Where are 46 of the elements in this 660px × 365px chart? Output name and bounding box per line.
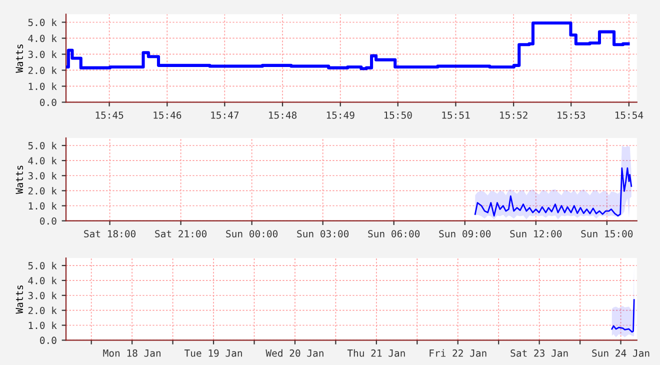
y-tick-label: 1.0 k bbox=[28, 202, 57, 210]
x-tick-label: Sat 23 Jan bbox=[510, 349, 568, 357]
x-tick-label: 15:47 bbox=[211, 112, 239, 119]
x-tick-label: Fri 22 Jan bbox=[430, 349, 486, 357]
y-tick-label: 3.0 k bbox=[28, 172, 57, 180]
x-tick-label: 15:54 bbox=[615, 112, 644, 119]
x-tick-label: 15:46 bbox=[154, 111, 182, 119]
x-tick-label: Mon 18 Jan bbox=[103, 349, 160, 357]
y-tick-label: 2.0 k bbox=[28, 187, 57, 195]
y-tick-label: 0.0 bbox=[40, 336, 56, 344]
x-tick-label: Sat 18:00 bbox=[84, 230, 136, 238]
y-tick-label: 3.0 k bbox=[28, 292, 57, 300]
y-axis-title: Watts bbox=[16, 285, 24, 314]
y-tick-label: 1.0 k bbox=[28, 82, 57, 90]
x-tick-label: Tue 19 Jan bbox=[184, 349, 242, 357]
y-tick-label: 3.0 k bbox=[28, 50, 57, 58]
x-tick-label: Sun 00:00 bbox=[226, 230, 278, 238]
y-tick-label: 5.0 k bbox=[28, 142, 57, 150]
x-tick-label: Sun 12:00 bbox=[510, 230, 562, 238]
x-tick-label: Sun 06:00 bbox=[368, 230, 420, 238]
x-tick-label: Sun 03:00 bbox=[297, 230, 349, 238]
y-tick-label: 0.0 bbox=[40, 217, 56, 225]
x-tick-label: Sun 24 Jan bbox=[592, 349, 650, 357]
y-tick-label: 2.0 k bbox=[28, 66, 57, 74]
y-tick-label: 4.0 k bbox=[28, 156, 57, 164]
x-tick-label: Sat 21:00 bbox=[155, 230, 207, 238]
y-axis-title: Watts bbox=[16, 166, 24, 194]
x-tick-label: 15:53 bbox=[558, 111, 585, 119]
y-tick-label: 2.0 k bbox=[28, 306, 57, 314]
x-tick-label: 15:48 bbox=[269, 111, 297, 119]
y-tick-label: 4.0 k bbox=[28, 276, 57, 284]
x-tick-label: Sun 09:00 bbox=[439, 230, 491, 238]
x-tick-label: 15:51 bbox=[442, 112, 470, 119]
x-tick-label: 15:45 bbox=[96, 112, 124, 119]
y-axis-title: Watts bbox=[16, 44, 24, 73]
y-tick-label: 1.0 k bbox=[28, 322, 57, 330]
x-tick-label: 15:52 bbox=[500, 111, 528, 119]
x-tick-label: Sun 15:00 bbox=[581, 230, 633, 238]
y-tick-label: 4.0 k bbox=[28, 34, 57, 42]
y-tick-label: 5.0 k bbox=[28, 262, 57, 270]
x-tick-label: 15:50 bbox=[384, 111, 412, 119]
x-tick-label: Wed 20 Jan bbox=[266, 349, 324, 357]
x-tick-label: Thu 21 Jan bbox=[347, 349, 405, 357]
y-tick-label: 0.0 bbox=[40, 98, 56, 106]
y-tick-label: 5.0 k bbox=[28, 18, 57, 26]
x-tick-label: 15:49 bbox=[326, 111, 354, 119]
